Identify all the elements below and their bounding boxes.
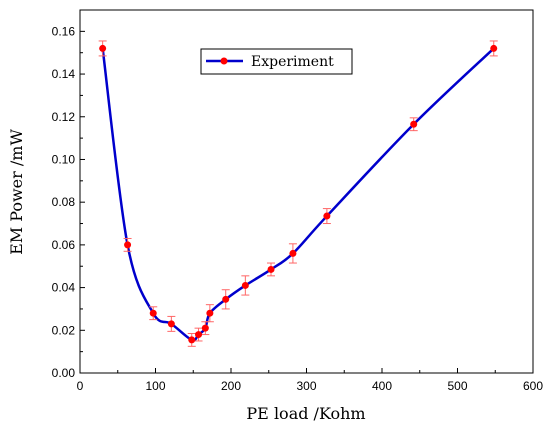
- y-tick-label: 0.14: [52, 67, 76, 81]
- data-point: [410, 120, 418, 128]
- y-tick-label: 0.12: [52, 110, 76, 124]
- y-axis: 0.00 0.02 0.04 0.06 0.08 0.10 0.12 0.14 0.16: [52, 9, 85, 380]
- x-tick-label: 500: [447, 379, 467, 393]
- y-tick-label: 0.10: [52, 152, 76, 166]
- y-tick-label: 0.06: [52, 238, 76, 252]
- legend-marker-swatch: [220, 57, 228, 65]
- x-tick-label: 600: [523, 379, 543, 393]
- y-axis-title: EM Power /mW: [7, 129, 26, 255]
- data-point: [241, 281, 249, 289]
- data-point: [201, 324, 209, 332]
- x-axis-title: PE load /Kohm: [246, 404, 365, 423]
- legend-label-experiment: Experiment: [251, 54, 334, 70]
- data-point: [99, 44, 107, 52]
- series-line-experiment: [101, 47, 495, 342]
- error-bars: [98, 40, 498, 347]
- data-point: [490, 44, 498, 52]
- data-point: [323, 212, 331, 220]
- x-tick-label: 400: [372, 379, 392, 393]
- data-markers: [99, 44, 498, 344]
- x-tick-label: 200: [221, 379, 241, 393]
- x-tick-label: 100: [145, 379, 165, 393]
- data-point: [195, 331, 203, 339]
- x-tick-label: 300: [296, 379, 316, 393]
- data-point: [206, 309, 214, 317]
- y-tick-label: 0.02: [52, 323, 76, 337]
- x-axis: 0 100 200 300 400 500 600: [77, 368, 543, 393]
- data-point: [222, 295, 230, 303]
- x-tick-label: 0: [77, 379, 84, 393]
- y-tick-label: 0.00: [52, 366, 76, 380]
- y-tick-label: 0.08: [52, 195, 76, 209]
- data-point: [167, 320, 175, 328]
- data-point: [188, 336, 196, 344]
- data-point: [124, 241, 132, 249]
- data-point: [289, 249, 297, 257]
- y-tick-label: 0.16: [52, 24, 76, 38]
- y-tick-label: 0.04: [52, 281, 76, 295]
- data-point: [149, 309, 157, 317]
- legend: Experiment: [200, 48, 353, 75]
- data-point: [267, 265, 275, 273]
